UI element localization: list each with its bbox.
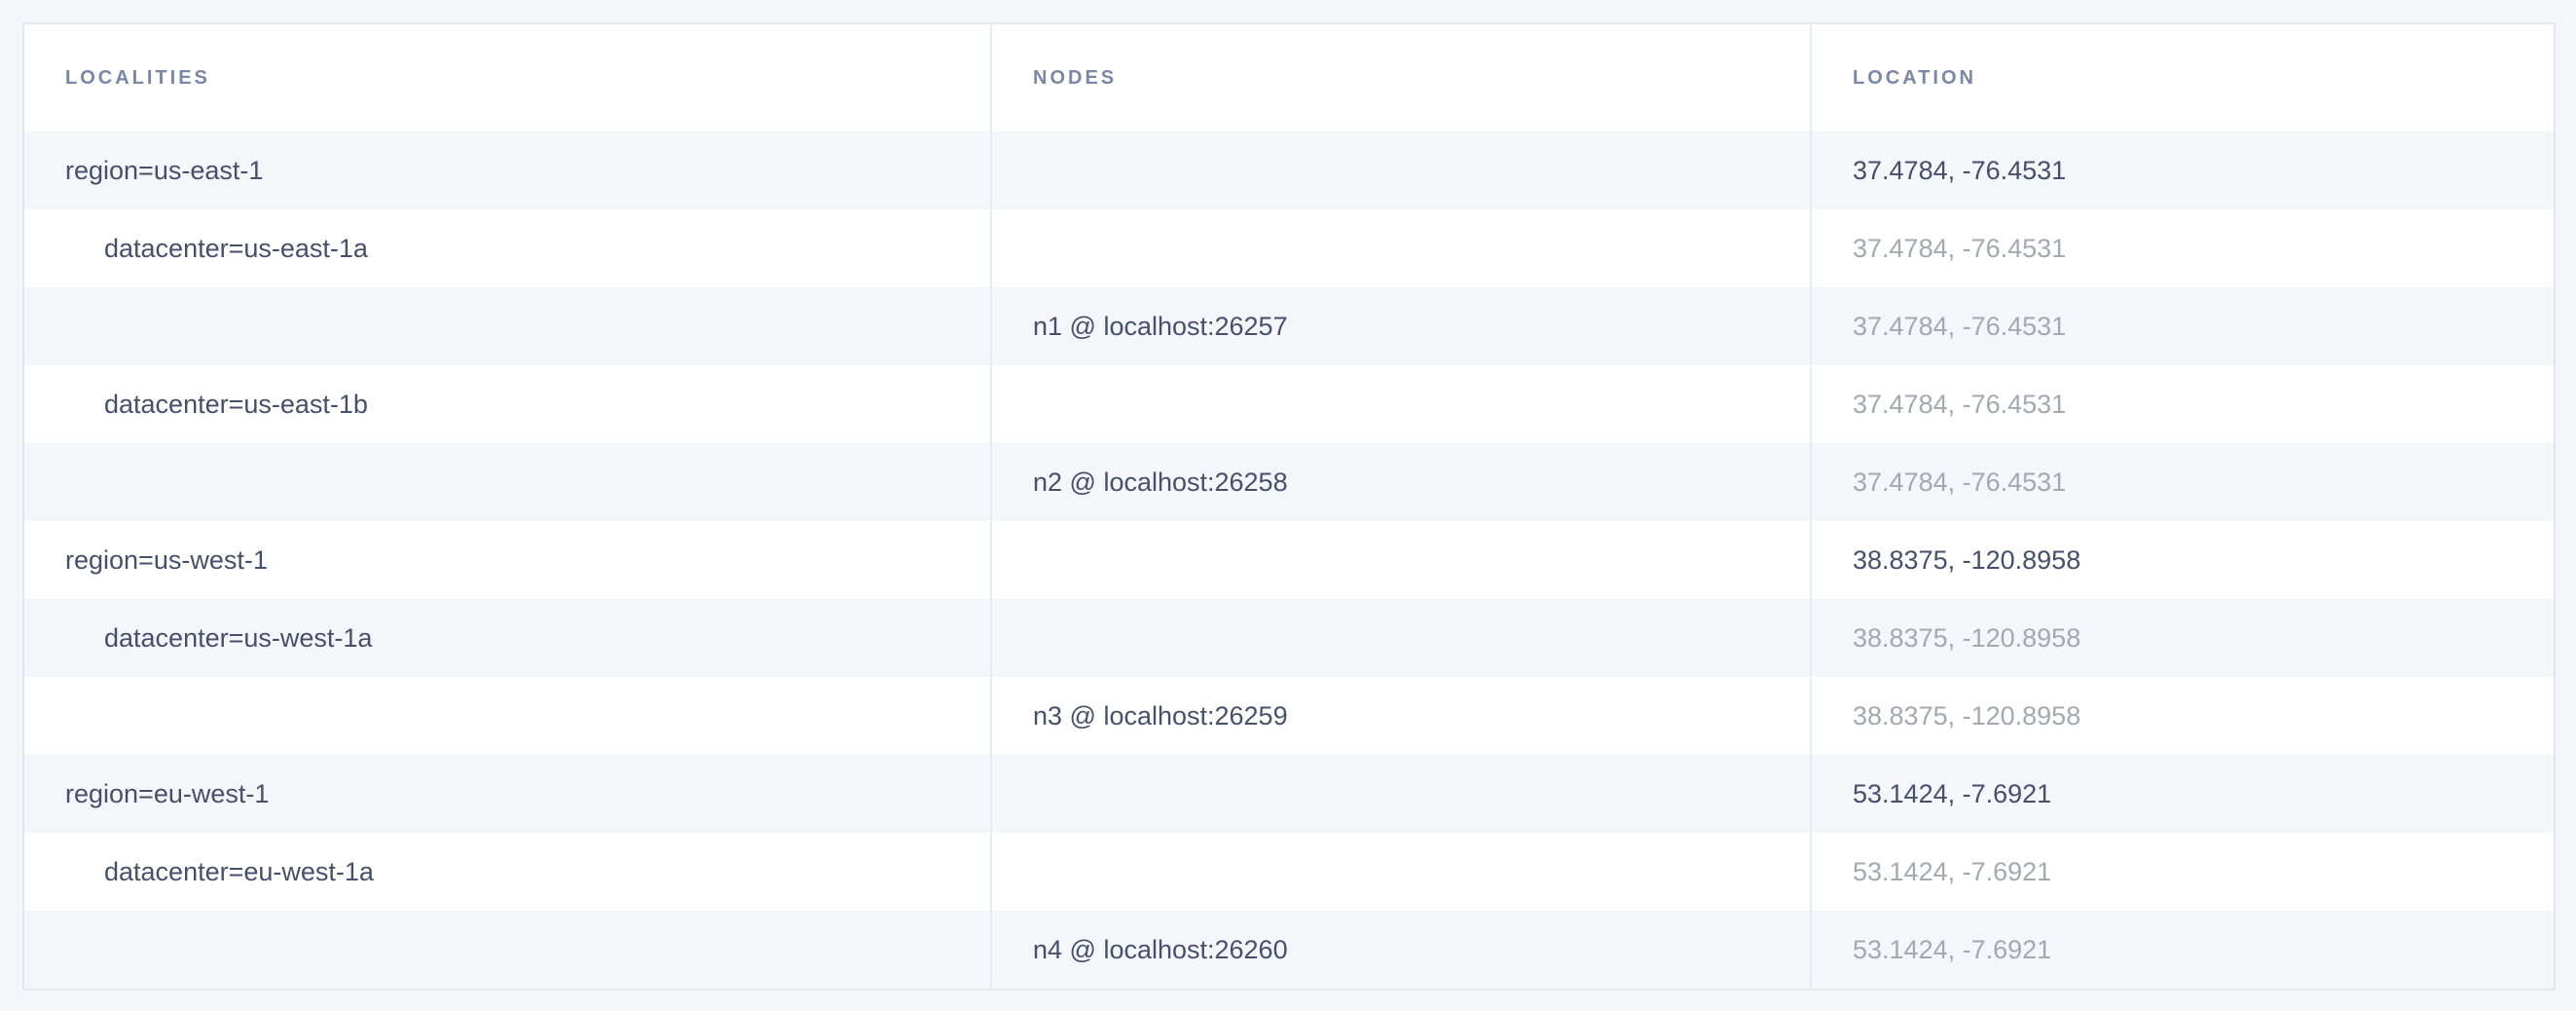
localities-report: LOCALITIES NODES LOCATION region=us-east… xyxy=(22,22,2556,991)
table-header-row: LOCALITIES NODES LOCATION xyxy=(23,23,2555,131)
location-cell: 37.4784, -76.4531 xyxy=(1810,287,2555,365)
table-row-datacenter-us-east-1b: datacenter=us-east-1b 37.4784, -76.4531 xyxy=(23,365,2555,443)
location-cell: 53.1424, -7.6921 xyxy=(1810,755,2555,833)
locality-cell: datacenter=us-west-1a xyxy=(23,599,991,677)
node-cell xyxy=(990,521,1811,599)
table-row-datacenter-us-west-1a: datacenter=us-west-1a 38.8375, -120.8958 xyxy=(23,599,2555,677)
locality-cell xyxy=(23,911,991,990)
table-row-node-n4: n4 @ localhost:26260 53.1424, -7.6921 xyxy=(23,911,2555,990)
node-cell: n3 @ localhost:26259 xyxy=(990,677,1811,755)
location-cell: 53.1424, -7.6921 xyxy=(1810,833,2555,911)
location-cell: 37.4784, -76.4531 xyxy=(1810,443,2555,521)
node-cell xyxy=(990,209,1811,287)
node-cell: n4 @ localhost:26260 xyxy=(990,911,1811,990)
column-header-localities: LOCALITIES xyxy=(23,23,991,131)
location-cell: 38.8375, -120.8958 xyxy=(1810,599,2555,677)
locality-cell: datacenter=eu-west-1a xyxy=(23,833,991,911)
location-cell: 38.8375, -120.8958 xyxy=(1810,677,2555,755)
node-cell xyxy=(990,365,1811,443)
locality-cell: datacenter=us-east-1b xyxy=(23,365,991,443)
locality-cell: region=us-east-1 xyxy=(23,131,991,209)
column-header-nodes: NODES xyxy=(990,23,1811,131)
node-cell: n2 @ localhost:26258 xyxy=(990,443,1811,521)
location-cell: 37.4784, -76.4531 xyxy=(1810,209,2555,287)
table-row-region-us-east-1: region=us-east-1 37.4784, -76.4531 xyxy=(23,131,2555,209)
location-cell: 38.8375, -120.8958 xyxy=(1810,521,2555,599)
node-cell xyxy=(990,755,1811,833)
table-row-node-n3: n3 @ localhost:26259 38.8375, -120.8958 xyxy=(23,677,2555,755)
node-cell: n1 @ localhost:26257 xyxy=(990,287,1811,365)
locality-cell: region=us-west-1 xyxy=(23,521,991,599)
node-cell xyxy=(990,833,1811,911)
node-cell xyxy=(990,131,1811,209)
locality-cell xyxy=(23,443,991,521)
table-row-datacenter-us-east-1a: datacenter=us-east-1a 37.4784, -76.4531 xyxy=(23,209,2555,287)
table-row-node-n1: n1 @ localhost:26257 37.4784, -76.4531 xyxy=(23,287,2555,365)
location-cell: 37.4784, -76.4531 xyxy=(1810,131,2555,209)
table-row-node-n2: n2 @ localhost:26258 37.4784, -76.4531 xyxy=(23,443,2555,521)
locality-cell xyxy=(23,677,991,755)
node-cell xyxy=(990,599,1811,677)
localities-table: LOCALITIES NODES LOCATION region=us-east… xyxy=(22,22,2556,991)
column-header-location: LOCATION xyxy=(1810,23,2555,131)
locality-cell xyxy=(23,287,991,365)
locality-cell: datacenter=us-east-1a xyxy=(23,209,991,287)
table-row-region-us-west-1: region=us-west-1 38.8375, -120.8958 xyxy=(23,521,2555,599)
table-row-datacenter-eu-west-1a: datacenter=eu-west-1a 53.1424, -7.6921 xyxy=(23,833,2555,911)
table-row-region-eu-west-1: region=eu-west-1 53.1424, -7.6921 xyxy=(23,755,2555,833)
locality-cell: region=eu-west-1 xyxy=(23,755,991,833)
location-cell: 53.1424, -7.6921 xyxy=(1810,911,2555,990)
location-cell: 37.4784, -76.4531 xyxy=(1810,365,2555,443)
